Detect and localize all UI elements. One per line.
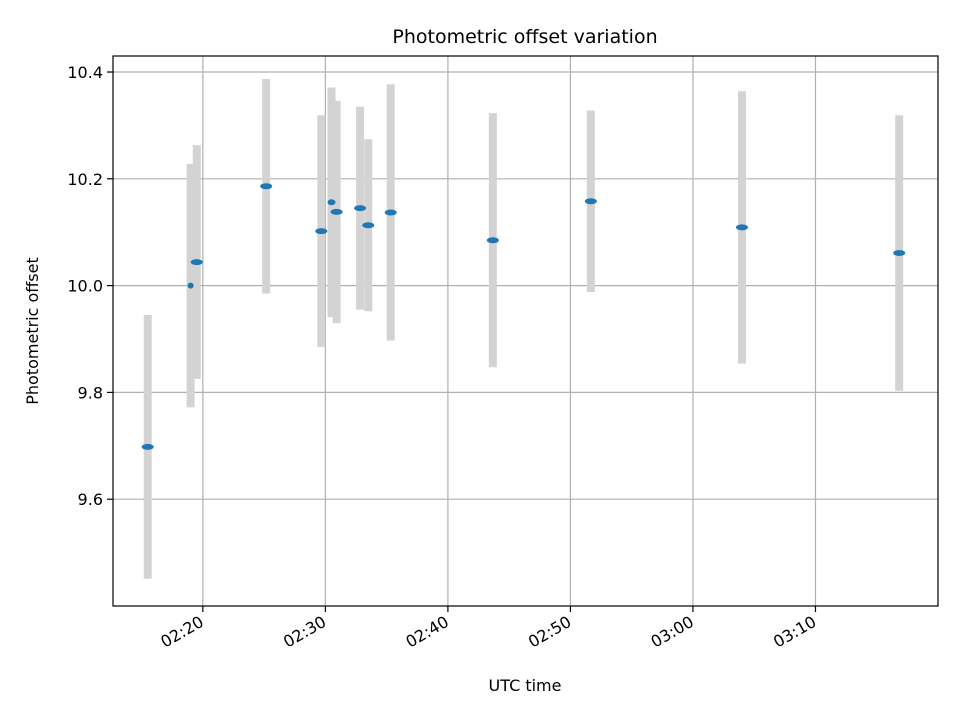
data-point <box>327 199 336 206</box>
data-point <box>486 237 499 244</box>
chart-title: Photometric offset variation <box>392 26 657 48</box>
data-point <box>735 224 748 231</box>
data-point <box>260 183 273 190</box>
grid-layer <box>113 56 938 606</box>
data-point <box>893 250 906 257</box>
x-axis-label: UTC time <box>489 676 562 695</box>
data-point <box>362 222 375 229</box>
y-axis: 9.6 9.8 10.0 10.2 10.4 <box>67 63 113 509</box>
data-point <box>330 208 343 215</box>
data-point <box>315 228 328 235</box>
y-axis-label: Photometric offset <box>23 257 42 405</box>
data-point <box>584 198 597 205</box>
y-tick-label: 10.4 <box>67 63 103 82</box>
point-layer <box>141 183 906 450</box>
data-point <box>354 205 367 212</box>
y-tick-label: 10.2 <box>67 170 103 189</box>
y-tick-label: 9.6 <box>78 490 103 509</box>
data-point <box>187 282 194 289</box>
data-point <box>384 209 397 216</box>
data-point <box>141 443 154 450</box>
data-point <box>190 259 203 266</box>
plot-background <box>113 56 938 606</box>
plot-frame <box>112 55 939 607</box>
y-tick-label: 10.0 <box>67 277 103 296</box>
y-tick-label: 9.8 <box>78 383 103 402</box>
